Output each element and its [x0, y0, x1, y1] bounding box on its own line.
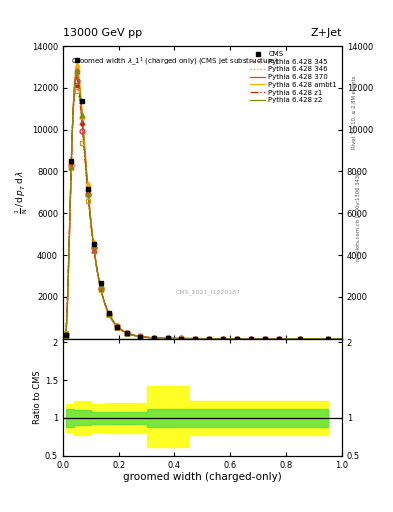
- CMS: [193, 335, 198, 342]
- Pythia 6.428 z2: [61, 335, 66, 342]
- CMS: [179, 335, 184, 342]
- CMS: [98, 280, 103, 286]
- CMS: [75, 57, 79, 63]
- Pythia 6.428 346: [195, 335, 200, 342]
- Text: 13000 GeV pp: 13000 GeV pp: [63, 28, 142, 38]
- CMS: [207, 335, 212, 342]
- Text: Rivet 3.1.10, ≥ 2.8M events: Rivet 3.1.10, ≥ 2.8M events: [352, 76, 357, 150]
- Pythia 6.428 370: [290, 335, 294, 342]
- Pythia 6.428 345: [212, 335, 217, 342]
- Pythia 6.428 z1: [212, 335, 217, 342]
- CMS: [326, 335, 331, 342]
- Pythia 6.428 z2: [227, 335, 232, 342]
- CMS: [63, 332, 68, 338]
- Legend: CMS, Pythia 6.428 345, Pythia 6.428 346, Pythia 6.428 370, Pythia 6.428 ambt1, P: CMS, Pythia 6.428 345, Pythia 6.428 346,…: [249, 50, 338, 105]
- Pythia 6.428 345: [194, 335, 198, 342]
- CMS: [137, 333, 142, 339]
- Line: Pythia 6.428 345: Pythia 6.428 345: [63, 78, 342, 338]
- CMS: [86, 185, 90, 191]
- CMS: [221, 335, 226, 342]
- Line: Pythia 6.428 z1: Pythia 6.428 z1: [63, 78, 342, 338]
- Pythia 6.428 345: [61, 335, 66, 342]
- Pythia 6.428 346: [290, 335, 294, 342]
- CMS: [69, 158, 73, 164]
- Pythia 6.428 z2: [333, 335, 338, 342]
- Pythia 6.428 z2: [74, 69, 79, 75]
- Pythia 6.428 346: [227, 335, 232, 342]
- Pythia 6.428 z1: [195, 335, 200, 342]
- Pythia 6.428 ambt1: [195, 335, 200, 342]
- Text: Groomed width $\lambda\_1^1$ (charged only) (CMS jet substructure): Groomed width $\lambda\_1^1$ (charged on…: [71, 55, 279, 68]
- Pythia 6.428 z1: [74, 75, 79, 81]
- CMS: [125, 330, 129, 336]
- Pythia 6.428 z2: [212, 335, 217, 342]
- Pythia 6.428 345: [227, 335, 232, 342]
- Pythia 6.428 z1: [333, 335, 338, 342]
- Line: CMS: CMS: [64, 58, 330, 340]
- Pythia 6.428 370: [227, 335, 232, 342]
- Y-axis label: Ratio to CMS: Ratio to CMS: [33, 370, 42, 424]
- Pythia 6.428 z2: [340, 335, 344, 342]
- Pythia 6.428 ambt1: [75, 64, 79, 70]
- Pythia 6.428 ambt1: [340, 335, 344, 342]
- CMS: [263, 335, 268, 342]
- Pythia 6.428 370: [195, 335, 200, 342]
- CMS: [165, 335, 170, 342]
- CMS: [115, 324, 119, 330]
- CMS: [277, 335, 281, 342]
- Pythia 6.428 346: [194, 335, 198, 342]
- CMS: [151, 335, 156, 341]
- Pythia 6.428 370: [333, 335, 338, 342]
- Pythia 6.428 345: [195, 335, 200, 342]
- Pythia 6.428 345: [290, 335, 294, 342]
- Pythia 6.428 370: [194, 335, 198, 342]
- CMS: [91, 241, 96, 247]
- Pythia 6.428 ambt1: [61, 335, 66, 342]
- Pythia 6.428 345: [340, 335, 344, 342]
- CMS: [80, 98, 85, 104]
- CMS: [107, 310, 111, 316]
- Pythia 6.428 z1: [61, 335, 66, 342]
- Pythia 6.428 346: [340, 335, 344, 342]
- Pythia 6.428 346: [61, 335, 66, 342]
- Pythia 6.428 346: [74, 83, 79, 89]
- Pythia 6.428 346: [212, 335, 217, 342]
- Pythia 6.428 z1: [290, 335, 294, 342]
- Pythia 6.428 z2: [194, 335, 198, 342]
- Text: mcplots.cern.ch [arXiv:1306.3436]: mcplots.cern.ch [arXiv:1306.3436]: [356, 169, 361, 261]
- Pythia 6.428 z1: [340, 335, 344, 342]
- Line: Pythia 6.428 ambt1: Pythia 6.428 ambt1: [63, 67, 342, 338]
- Line: Pythia 6.428 370: Pythia 6.428 370: [63, 75, 342, 338]
- Line: Pythia 6.428 z2: Pythia 6.428 z2: [63, 72, 342, 338]
- Pythia 6.428 ambt1: [212, 335, 217, 342]
- Pythia 6.428 370: [74, 72, 79, 78]
- Pythia 6.428 z2: [195, 335, 200, 342]
- CMS: [235, 335, 240, 342]
- Pythia 6.428 370: [61, 335, 66, 342]
- Y-axis label: $\frac{1}{\mathrm{N}}\,/\,\mathrm{d}\,p_T\,\mathrm{d}\,\lambda$: $\frac{1}{\mathrm{N}}\,/\,\mathrm{d}\,p_…: [14, 170, 30, 214]
- Pythia 6.428 370: [340, 335, 344, 342]
- Pythia 6.428 z1: [227, 335, 232, 342]
- Pythia 6.428 370: [212, 335, 217, 342]
- Pythia 6.428 z2: [290, 335, 294, 342]
- CMS: [249, 335, 253, 342]
- Pythia 6.428 345: [333, 335, 338, 342]
- Pythia 6.428 345: [74, 75, 79, 81]
- CMS: [298, 335, 303, 342]
- Pythia 6.428 346: [333, 335, 338, 342]
- Text: CMS_2021_I1920187: CMS_2021_I1920187: [176, 289, 241, 295]
- Pythia 6.428 ambt1: [227, 335, 232, 342]
- Text: Z+Jet: Z+Jet: [310, 28, 342, 38]
- Line: Pythia 6.428 346: Pythia 6.428 346: [63, 86, 342, 338]
- Pythia 6.428 ambt1: [290, 335, 294, 342]
- Pythia 6.428 z1: [194, 335, 198, 342]
- Pythia 6.428 ambt1: [333, 335, 338, 342]
- X-axis label: groomed width (charged-only): groomed width (charged-only): [123, 472, 282, 482]
- Pythia 6.428 ambt1: [194, 335, 198, 342]
